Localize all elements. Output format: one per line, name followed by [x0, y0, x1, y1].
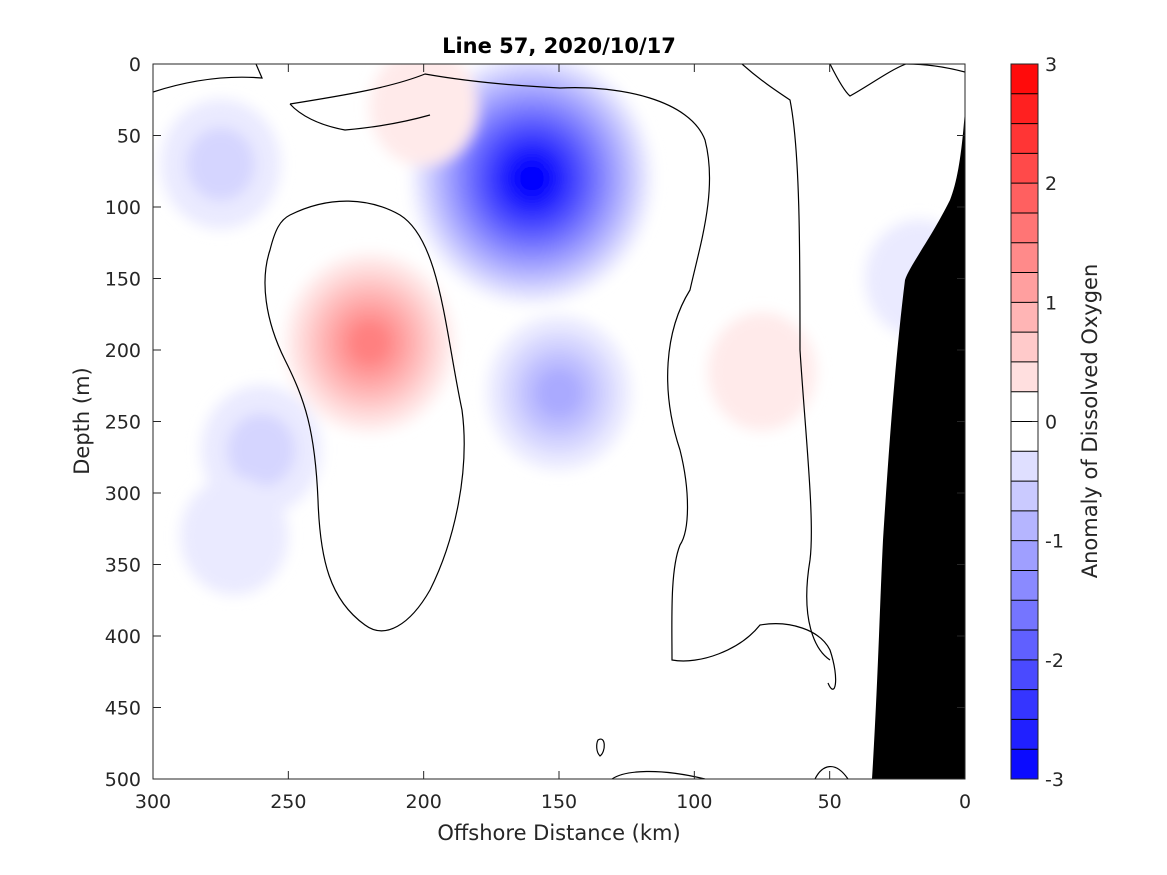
x-tick-label: 300: [135, 791, 171, 813]
colorbar-segment: [1011, 600, 1038, 631]
colorbar-segment: [1011, 630, 1038, 660]
colorbar-segment: [1011, 302, 1038, 333]
colorbar-segment: [1011, 123, 1038, 154]
colorbar-segment: [1011, 689, 1038, 720]
colorbar-segment: [1011, 540, 1038, 571]
y-tick-label: 500: [105, 769, 141, 791]
y-tick-label: 400: [105, 626, 141, 648]
x-tick-label: 150: [541, 791, 577, 813]
colorbar-segment: [1011, 659, 1038, 690]
colorbar-tick-label: 1: [1045, 292, 1057, 314]
seafloor-mask: [872, 110, 965, 779]
zero-contour-positive-core: [264, 200, 465, 632]
colorbar-segment: [1011, 719, 1038, 750]
zero-contours: [153, 64, 965, 779]
zero-contour-right-band: [741, 64, 831, 661]
colorbar-segment: [1011, 361, 1038, 392]
y-tick-label: 450: [105, 698, 141, 720]
anomaly-field: [160, 64, 965, 595]
anomaly-level-1-1: [186, 127, 255, 201]
colorbar-segment: [1011, 332, 1038, 362]
y-tick-label: 150: [105, 269, 141, 291]
zero-contour-bottom-a: [611, 770, 706, 779]
y-tick-label: 50: [117, 126, 141, 148]
colorbar-segment: [1011, 421, 1038, 452]
colorbar-segment: [1011, 272, 1038, 303]
zero-contour-shelf: [829, 64, 965, 97]
zero-contour-upper-inner: [289, 103, 431, 131]
y-tick-label: 100: [105, 197, 141, 219]
x-tick-label: 250: [270, 791, 306, 813]
y-tick-label: 250: [105, 412, 141, 434]
colorbar-segment: [1011, 451, 1038, 482]
colorbar: 3 2 1 0 -1 -2 -3: [1010, 54, 1064, 791]
anomaly-level-4-0: [180, 476, 289, 595]
colorbar-tick-label: 3: [1045, 54, 1057, 76]
x-tick-label: 0: [959, 791, 971, 813]
colorbar-segment: [1011, 153, 1038, 184]
colorbar-segment: [1011, 93, 1038, 124]
colorbar-segment: [1011, 570, 1038, 601]
colorbar-tick-label: -1: [1045, 531, 1064, 553]
y-tick-label: 350: [105, 555, 141, 577]
colorbar-segment: [1011, 510, 1038, 541]
y-axis-label: Depth (m): [70, 367, 94, 474]
y-tick-label: 0: [129, 54, 141, 76]
x-axis-label: Offshore Distance (km): [437, 821, 680, 845]
anomaly-level-2-3: [535, 367, 583, 419]
zero-contour-upper-band: [289, 73, 837, 690]
zero-contour-small-loop: [596, 738, 605, 757]
y-tick-label: 200: [105, 340, 141, 362]
colorbar-tick-label: 0: [1045, 412, 1057, 434]
colorbar-segment: [1011, 64, 1038, 94]
x-tick-label: 50: [818, 791, 842, 813]
colorbar-segment: [1011, 391, 1038, 422]
x-tick-label: 100: [676, 791, 712, 813]
colorbar-label: Anomaly of Dissolved Oxygen: [1078, 264, 1102, 579]
anomaly-level-5-5: [348, 321, 391, 365]
colorbar-segment: [1011, 481, 1038, 511]
colorbar-segment: [1011, 183, 1038, 213]
zero-contour-top-left: [153, 64, 263, 93]
colorbar-segment: [1011, 212, 1038, 243]
colorbar-segment: [1011, 242, 1038, 273]
anomaly-level-3-1: [227, 413, 296, 487]
x-axis: 300 250 200 150 100 50 0: [135, 64, 971, 813]
anomaly-level-6-0: [708, 312, 816, 431]
chart-title: Line 57, 2020/10/17: [442, 34, 676, 58]
colorbar-tick-label: -3: [1045, 769, 1064, 791]
plot-area: [152, 63, 966, 780]
y-axis: 0 50 100 150 200 250 300 350 400 450 500: [105, 54, 965, 791]
colorbar-tick-label: -2: [1045, 650, 1064, 672]
anomaly-level-7-0: [369, 64, 478, 166]
zero-contour-bottom-b: [814, 766, 849, 779]
x-tick-label: 200: [406, 791, 442, 813]
anomaly-level-0-11: [514, 160, 550, 197]
colorbar-tick-label: 2: [1045, 173, 1057, 195]
colorbar-segment: [1011, 749, 1038, 779]
y-tick-label: 300: [105, 483, 141, 505]
